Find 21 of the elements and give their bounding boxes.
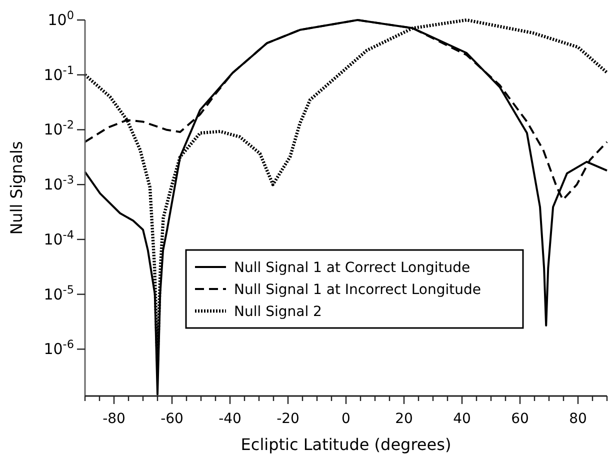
- y-tick-label: 10$^{-3}$: [44, 173, 74, 194]
- x-tick-label: -40: [218, 411, 242, 427]
- x-tick-label: -20: [276, 411, 300, 427]
- x-tick-label: 80: [569, 411, 587, 427]
- x-tick-label: -60: [160, 411, 184, 427]
- y-tick-label: 10$^{0}$: [48, 8, 74, 29]
- x-tick-label: -80: [102, 411, 126, 427]
- x-tick-label: 60: [511, 411, 529, 427]
- y-tick-label: 10$^{-5}$: [44, 282, 74, 304]
- x-tick-label: 40: [453, 411, 471, 427]
- x-tick-label: 0: [342, 411, 350, 427]
- legend-label: Null Signal 1 at Incorrect Longitude: [234, 282, 482, 298]
- legend-label: Null Signal 1 at Correct Longitude: [234, 260, 470, 276]
- y-tick-label: 10$^{-6}$: [44, 338, 74, 358]
- y-axis-title: Null Signals: [7, 141, 26, 235]
- y-tick-label: 10$^{-1}$: [44, 63, 74, 84]
- y-tick-label: 10$^{-4}$: [44, 228, 74, 248]
- x-axis-title: Ecliptic Latitude (degrees): [240, 435, 452, 454]
- x-tick-label: 20: [395, 411, 413, 427]
- legend-label: Null Signal 2: [234, 304, 322, 320]
- y-tick-label: 10$^{-2}$: [44, 118, 74, 139]
